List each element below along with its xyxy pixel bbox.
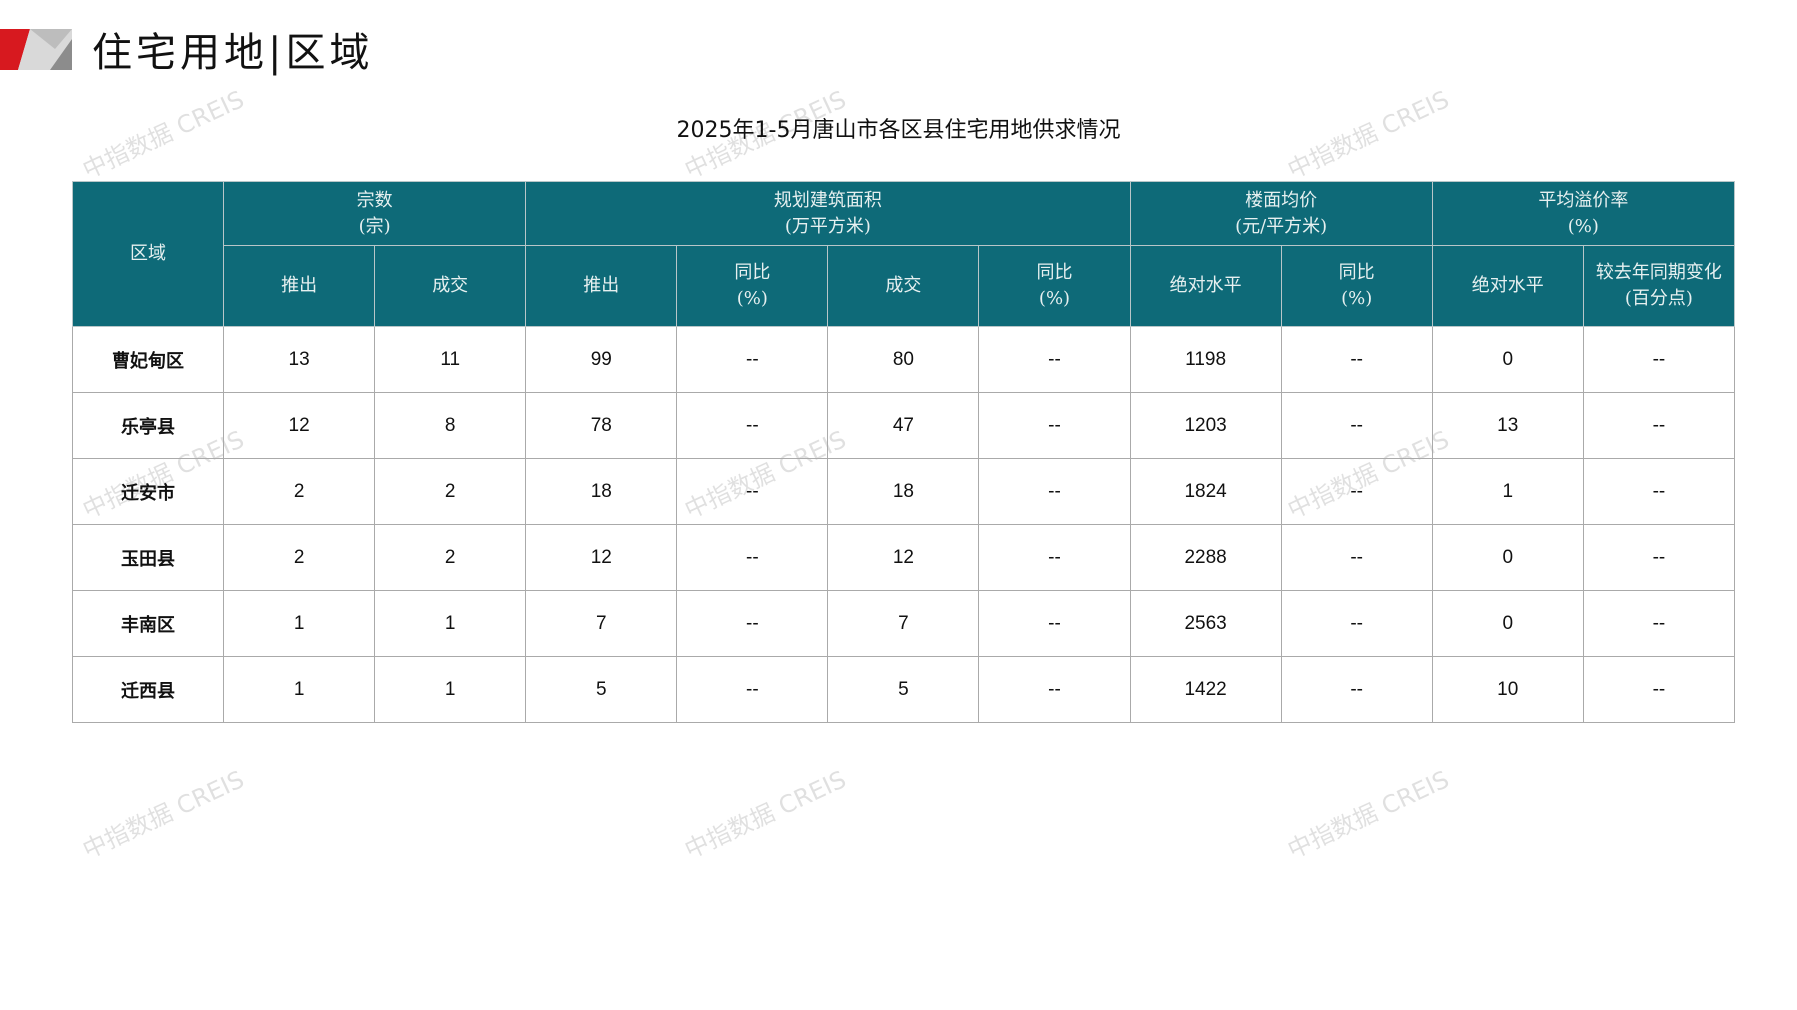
value-cell: 1 (1431, 458, 1584, 525)
value-cell: 1 (374, 590, 527, 657)
value-cell: 2563 (1129, 590, 1282, 657)
region-cell: 丰南区 (71, 590, 225, 657)
value-cell: 7 (525, 590, 678, 657)
header-premium: 平均溢价率 (%) (1431, 181, 1736, 246)
value-cell: 12 (827, 524, 980, 591)
value-cell: 1203 (1129, 392, 1282, 459)
value-cell: -- (1582, 656, 1736, 723)
table-title: 2025年1-5月唐山市各区县住宅用地供求情况 (676, 118, 1121, 143)
subheader-8: 绝对水平 (1431, 245, 1584, 327)
value-cell: -- (1582, 590, 1736, 657)
value-cell: 12 (223, 392, 376, 459)
value-cell: -- (978, 524, 1131, 591)
value-cell: 0 (1431, 326, 1584, 393)
value-cell: -- (676, 392, 829, 459)
region-cell: 迁西县 (71, 656, 225, 723)
subheader-5: 同比 (%) (978, 245, 1131, 327)
value-cell: 2 (374, 524, 527, 591)
value-cell: 2 (223, 524, 376, 591)
page-title: 住宅用地|区域 (92, 30, 374, 76)
value-cell: 0 (1431, 590, 1584, 657)
header-price: 楼面均价 (元/平方米) (1129, 181, 1433, 246)
header-area: 规划建筑面积 (万平方米) (525, 181, 1131, 246)
header-region: 区域 (71, 181, 225, 327)
subheader-7: 同比 (%) (1280, 245, 1433, 327)
value-cell: 2 (223, 458, 376, 525)
table-row: 乐亭县 12 8 78 -- 47 -- 1203 -- 13 -- (71, 392, 1736, 459)
value-cell: 13 (1431, 392, 1584, 459)
subheader-4: 成交 (827, 245, 980, 327)
subheader-9: 较去年同期变化 (百分点) (1582, 245, 1736, 327)
table-row: 丰南区 1 1 7 -- 7 -- 2563 -- 0 -- (71, 590, 1736, 657)
value-cell: -- (1280, 656, 1433, 723)
region-cell: 曹妃甸区 (71, 326, 225, 393)
value-cell: -- (978, 656, 1131, 723)
value-cell: 80 (827, 326, 980, 393)
value-cell: 7 (827, 590, 980, 657)
value-cell: -- (1280, 392, 1433, 459)
value-cell: 2288 (1129, 524, 1282, 591)
brand-logo-icon (0, 29, 72, 70)
region-cell: 迁安市 (71, 458, 225, 525)
value-cell: 1422 (1129, 656, 1282, 723)
value-cell: 18 (827, 458, 980, 525)
value-cell: -- (1582, 326, 1736, 393)
value-cell: -- (1582, 458, 1736, 525)
table-row: 曹妃甸区 13 11 99 -- 80 -- 1198 -- 0 -- (71, 326, 1736, 393)
value-cell: 18 (525, 458, 678, 525)
value-cell: 1 (223, 590, 376, 657)
watermark: 中指数据 CREIS (78, 765, 249, 865)
subheader-2: 推出 (525, 245, 678, 327)
region-cell: 玉田县 (71, 524, 225, 591)
watermark: 中指数据 CREIS (680, 765, 851, 865)
value-cell: 12 (525, 524, 678, 591)
value-cell: 1824 (1129, 458, 1282, 525)
table-row: 迁安市 2 2 18 -- 18 -- 1824 -- 1 -- (71, 458, 1736, 525)
value-cell: -- (1582, 392, 1736, 459)
watermark: 中指数据 CREIS (1283, 765, 1454, 865)
value-cell: -- (978, 458, 1131, 525)
value-cell: 1 (223, 656, 376, 723)
value-cell: -- (1280, 458, 1433, 525)
value-cell: 5 (525, 656, 678, 723)
subheader-6: 绝对水平 (1129, 245, 1282, 327)
value-cell: 0 (1431, 524, 1584, 591)
value-cell: -- (1280, 326, 1433, 393)
value-cell: 8 (374, 392, 527, 459)
subheader-0: 推出 (223, 245, 376, 327)
value-cell: 5 (827, 656, 980, 723)
value-cell: 47 (827, 392, 980, 459)
value-cell: 13 (223, 326, 376, 393)
value-cell: 1 (374, 656, 527, 723)
value-cell: -- (676, 326, 829, 393)
value-cell: -- (676, 590, 829, 657)
subheader-3: 同比 (%) (676, 245, 829, 327)
value-cell: -- (676, 458, 829, 525)
value-cell: 1198 (1129, 326, 1282, 393)
value-cell: -- (676, 656, 829, 723)
value-cell: -- (1280, 590, 1433, 657)
value-cell: -- (978, 326, 1131, 393)
value-cell: -- (1582, 524, 1736, 591)
value-cell: 2 (374, 458, 527, 525)
subheader-1: 成交 (374, 245, 527, 327)
value-cell: -- (676, 524, 829, 591)
table-row: 迁西县 1 1 5 -- 5 -- 1422 -- 10 -- (71, 656, 1736, 723)
land-supply-table: 区域 宗数 (宗) 规划建筑面积 (万平方米) 楼面均价 (元/平方米) 平均溢价率(… (71, 181, 1736, 723)
value-cell: 10 (1431, 656, 1584, 723)
value-cell: 99 (525, 326, 678, 393)
value-cell: -- (978, 392, 1131, 459)
header-count: 宗数 (宗) (223, 181, 527, 246)
region-cell: 乐亭县 (71, 392, 225, 459)
table-row: 玉田县 2 2 12 -- 12 -- 2288 -- 0 -- (71, 524, 1736, 591)
value-cell: 11 (374, 326, 527, 393)
value-cell: -- (978, 590, 1131, 657)
value-cell: -- (1280, 524, 1433, 591)
value-cell: 78 (525, 392, 678, 459)
